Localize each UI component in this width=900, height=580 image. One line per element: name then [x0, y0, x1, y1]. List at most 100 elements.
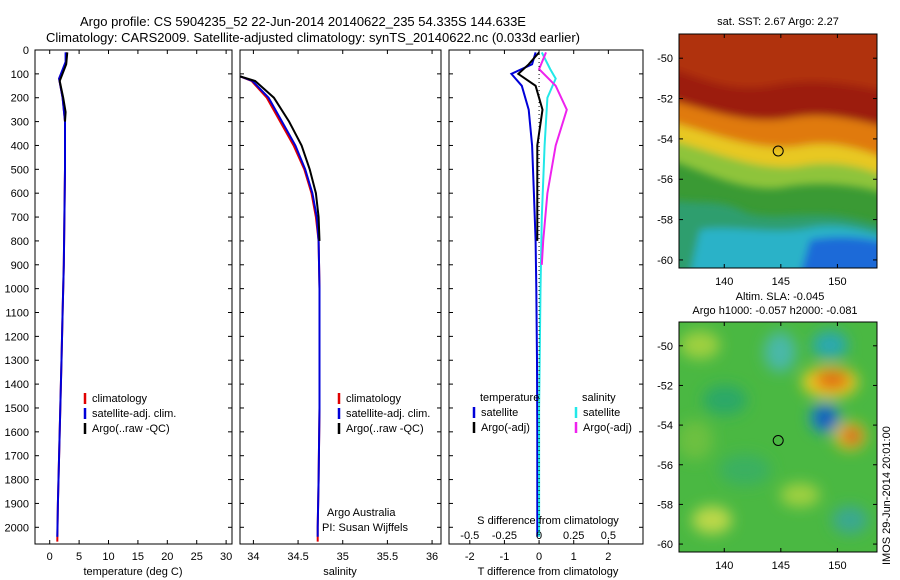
sla-map-panel: Altim. SLA: -0.045 Argo h1000: -0.057 h2…	[657, 291, 878, 572]
temperature-panel: 0100200300400500600700800900100011001200…	[5, 45, 233, 578]
temp-legend-entry: climatology	[92, 393, 148, 405]
sla-map-subtitle: Argo h1000: -0.057 h2000: -0.081	[692, 305, 857, 317]
lat-tick-label: -50	[657, 341, 673, 353]
lon-tick-label: 150	[828, 276, 846, 288]
depth-tick-label: 1800	[5, 475, 29, 487]
sst-map-panel: sat. SST: 2.67 Argo: 2.27 -50 -52 -54 -56 -5…	[657, 16, 878, 288]
t-difference-xlabel: T difference from climatology	[478, 566, 619, 578]
temp-legend-entry: Argo(..raw -QC)	[92, 423, 170, 435]
x-tick-label: 0	[536, 551, 542, 563]
sal-legend-entry: climatology	[346, 393, 402, 405]
depth-tick-label: 200	[11, 93, 29, 105]
diff-sal-legend-entry: Argo(-adj)	[583, 422, 632, 434]
temp-legend-entry: satellite-adj. clim.	[92, 408, 176, 420]
x-tick-label: 15	[132, 551, 144, 563]
depth-tick-label: 1500	[5, 403, 29, 415]
lat-tick-label: -58	[657, 499, 673, 511]
series-line-salinity-argo-adj-	[537, 52, 568, 265]
diff-legend-title-temperature: temperature	[480, 392, 539, 404]
diff-temp-legend-entry: Argo(-adj)	[481, 422, 530, 434]
x-tick-label: 34	[247, 551, 259, 563]
difference-panel: -2 -1 0 1 2 -0.5 -0.25 0 0.25 0.5 S difference fr…	[448, 49, 644, 578]
sla-float-marker	[772, 435, 784, 446]
temperature-xlabel: temperature (deg C)	[83, 566, 182, 578]
depth-tick-label: 1700	[5, 451, 29, 463]
depth-tick-label: 2000	[5, 522, 29, 534]
figure-title-line1: Argo profile: CS 5904235_52 22-Jun-2014 …	[80, 14, 526, 29]
x-tick-label: 2	[605, 551, 611, 563]
difference-axes-frame	[448, 49, 644, 545]
x-tick-label: 10	[102, 551, 114, 563]
s-diff-tick-label: 0.5	[601, 530, 616, 542]
x-tick-label: 25	[191, 551, 203, 563]
depth-tick-label: 1200	[5, 331, 29, 343]
salinity-panel: 34 34.5 35 35.5 36 salinity climatology satel…	[239, 49, 442, 578]
depth-tick-label: 1100	[5, 308, 29, 320]
sla-map-title: Altim. SLA: -0.045	[736, 291, 825, 303]
lon-tick-label: 150	[828, 560, 846, 572]
x-tick-label: 20	[161, 551, 173, 563]
sal-legend-entry: Argo(..raw -QC)	[346, 423, 424, 435]
x-tick-label: 35	[337, 551, 349, 563]
sst-map-frame	[678, 33, 878, 269]
series-line-argo-raw-qc-	[58, 52, 69, 122]
x-tick-label: 5	[76, 551, 82, 563]
depth-tick-label: 0	[23, 45, 29, 57]
x-tick-label: 0	[47, 551, 53, 563]
diff-temp-legend-entry: satellite	[481, 407, 518, 419]
figure-title-line2: Climatology: CARS2009. Satellite-adjuste…	[46, 30, 580, 45]
series-line-temperature-satellite	[509, 52, 539, 537]
depth-tick-label: 1300	[5, 355, 29, 367]
lat-tick-label: -60	[657, 255, 673, 267]
lon-tick-label: 145	[772, 276, 790, 288]
sal-legend-entry: satellite-adj. clim.	[346, 408, 430, 420]
sla-map-frame	[678, 321, 878, 553]
lat-tick-label: -56	[657, 174, 673, 186]
salinity-xlabel: salinity	[323, 566, 357, 578]
lon-tick-label: 145	[772, 560, 790, 572]
diff-sal-legend-entry: satellite	[583, 407, 620, 419]
s-diff-tick-label: 0.25	[563, 530, 584, 542]
depth-tick-label: 1400	[5, 379, 29, 391]
depth-tick-label: 300	[11, 117, 29, 129]
lat-tick-label: -60	[657, 539, 673, 551]
x-tick-label: -1	[500, 551, 510, 563]
x-tick-label: 1	[571, 551, 577, 563]
x-tick-label: 36	[426, 551, 438, 563]
depth-tick-label: 700	[11, 212, 29, 224]
lat-tick-label: -52	[657, 94, 673, 106]
lat-tick-label: -54	[657, 420, 673, 432]
series-line-temperature-argo-adj-	[516, 51, 544, 241]
lat-tick-label: -50	[657, 53, 673, 65]
x-tick-label: 35.5	[377, 551, 398, 563]
x-tick-label: 30	[220, 551, 232, 563]
depth-tick-label: 1000	[5, 284, 29, 296]
sla-field	[679, 331, 868, 534]
x-tick-label: -2	[465, 551, 475, 563]
salinity-axes-frame	[239, 49, 442, 545]
s-diff-tick-label: -0.5	[460, 530, 479, 542]
sst-field	[679, 34, 877, 268]
sst-map-title: sat. SST: 2.67 Argo: 2.27	[717, 16, 839, 28]
argo-australia-label: Argo Australia	[327, 507, 396, 519]
depth-tick-label: 900	[11, 260, 29, 272]
imos-timestamp: IMOS 29-Jun-2014 20:01:00	[881, 426, 893, 565]
lon-tick-label: 140	[715, 276, 733, 288]
depth-tick-label: 1900	[5, 498, 29, 510]
series-line-argo-raw-qc-	[240, 75, 321, 241]
lat-tick-label: -52	[657, 380, 673, 392]
depth-tick-label: 500	[11, 164, 29, 176]
series-line-satellite-adj-clim-	[240, 75, 321, 537]
depth-tick-label: 1600	[5, 427, 29, 439]
depth-tick-label: 100	[11, 69, 29, 81]
lat-tick-label: -54	[657, 134, 673, 146]
depth-tick-label: 400	[11, 140, 29, 152]
sst-float-marker	[772, 145, 784, 157]
pi-label: PI: Susan Wijffels	[322, 522, 408, 534]
depth-tick-label: 600	[11, 188, 29, 200]
series-line-salinity-satellite	[538, 51, 557, 537]
diff-legend-title-salinity: salinity	[582, 392, 616, 404]
s-difference-label: S difference from climatology	[477, 515, 619, 527]
x-tick-label: 34.5	[287, 551, 308, 563]
